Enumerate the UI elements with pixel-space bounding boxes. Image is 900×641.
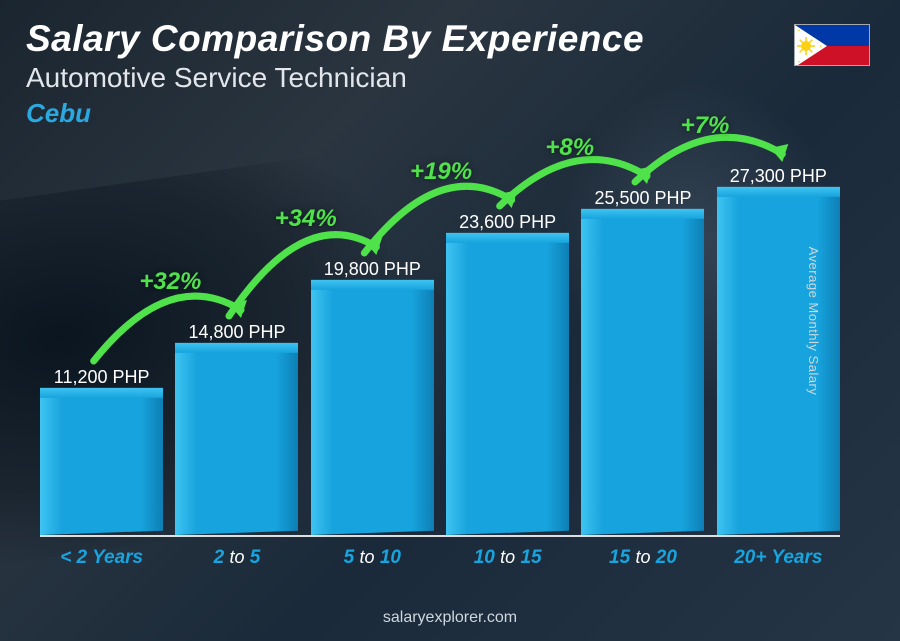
pct-arrow <box>40 150 840 530</box>
x-axis-label: 2 to 5 <box>175 537 298 579</box>
flag-philippines <box>794 24 870 66</box>
pct-increase-label: +32% <box>139 268 201 296</box>
chart-area: 11,200 PHP14,800 PHP19,800 PHP23,600 PHP… <box>40 150 840 579</box>
x-axis-label: 15 to 20 <box>581 537 704 579</box>
chart-location: Cebu <box>26 98 874 129</box>
chart-title: Salary Comparison By Experience <box>26 18 874 60</box>
chart-subtitle: Automotive Service Technician <box>26 62 874 94</box>
footer-attribution: salaryexplorer.com <box>0 609 900 627</box>
flag-sun-rays <box>797 37 815 55</box>
pct-increase-label: +34% <box>275 205 337 233</box>
x-axis-label: < 2 Years <box>40 537 163 579</box>
x-axis-label: 20+ Years <box>717 537 840 579</box>
x-axis-label: 10 to 15 <box>446 537 569 579</box>
pct-increase-label: +19% <box>410 158 472 186</box>
pct-increase-label: +8% <box>545 134 594 162</box>
header: Salary Comparison By Experience Automoti… <box>26 18 874 129</box>
x-axis-label: 5 to 10 <box>311 537 434 579</box>
y-axis-label: Average Monthly Salary <box>806 246 821 395</box>
x-axis: < 2 Years 2 to 5 5 to 10 10 to 15 15 to 20 20… <box>40 535 840 579</box>
